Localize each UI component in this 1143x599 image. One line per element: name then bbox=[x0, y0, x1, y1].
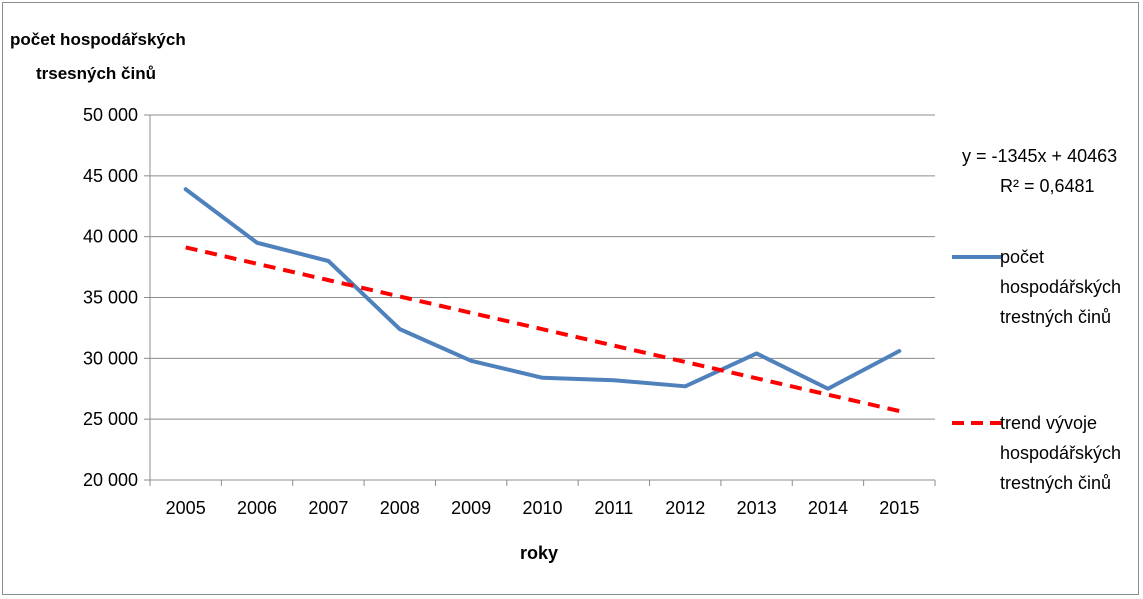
x-tick-label: 2013 bbox=[737, 498, 777, 518]
data-point-trend bbox=[184, 245, 188, 249]
legend-label-actual-line-3: trestných činů bbox=[1000, 307, 1112, 327]
data-point-trend bbox=[826, 393, 830, 397]
y-tick-label: 30 000 bbox=[83, 348, 138, 368]
data-point-trend bbox=[398, 294, 402, 298]
data-point-actual bbox=[184, 187, 188, 191]
x-tick-label: 2009 bbox=[451, 498, 491, 518]
data-point-trend bbox=[755, 376, 759, 380]
data-point-trend bbox=[612, 344, 616, 348]
data-point-actual bbox=[683, 384, 687, 388]
y-tick-label: 40 000 bbox=[83, 227, 138, 247]
data-point-actual bbox=[612, 378, 616, 382]
data-point-trend bbox=[326, 278, 330, 282]
series-line-trend bbox=[185, 245, 900, 413]
y-axis-title-line-2: trsesných činů bbox=[36, 64, 156, 83]
x-tick-label: 2007 bbox=[308, 498, 348, 518]
y-axis-title-line-1: počet hospodářských bbox=[10, 30, 186, 49]
y-tick-label: 50 000 bbox=[83, 105, 138, 125]
data-point-actual bbox=[255, 241, 259, 245]
x-tick-label: 2014 bbox=[808, 498, 848, 518]
legend-label-actual-line-1: počet bbox=[1000, 247, 1045, 267]
legend-label-actual: počet hospodářských trestných činů bbox=[1000, 242, 1121, 332]
x-tick-label: 2010 bbox=[522, 498, 562, 518]
x-tick-label: 2011 bbox=[595, 498, 634, 518]
data-point-actual bbox=[326, 259, 330, 263]
data-point-trend bbox=[897, 409, 901, 413]
x-tick-label: 2008 bbox=[380, 498, 420, 518]
y-tick-label: 45 000 bbox=[83, 166, 138, 186]
y-tick-label: 25 000 bbox=[83, 409, 138, 429]
data-point-actual bbox=[469, 359, 473, 363]
legend-label-actual-line-2: hospodářských bbox=[1000, 277, 1122, 297]
data-point-trend bbox=[255, 262, 259, 266]
data-point-trend bbox=[469, 311, 473, 315]
y-tick-label: 20 000 bbox=[83, 470, 138, 490]
legend-label-trend-line-3: trestných činů bbox=[1000, 473, 1112, 493]
data-point-actual bbox=[755, 351, 759, 355]
series-line-actual bbox=[183, 187, 902, 391]
legend-swatch-trend bbox=[952, 421, 1002, 425]
legend-label-trend-line-2: hospodářských bbox=[1000, 443, 1122, 463]
y-tick-label: 35 000 bbox=[83, 288, 138, 308]
data-point-actual bbox=[897, 349, 901, 353]
x-tick-label: 2005 bbox=[166, 498, 206, 518]
trend-equation: y = -1345x + 40463 bbox=[962, 146, 1118, 166]
r-squared-label: R² = 0,6481 bbox=[1000, 176, 1095, 196]
data-point-actual bbox=[826, 387, 830, 391]
data-point-actual bbox=[541, 376, 545, 380]
x-tick-label: 2006 bbox=[237, 498, 277, 518]
data-point-trend bbox=[541, 327, 545, 331]
x-tick-label: 2012 bbox=[665, 498, 705, 518]
legend-label-trend-line-1: trend vývoje bbox=[1000, 413, 1098, 433]
data-point-actual bbox=[398, 327, 402, 331]
legend-label-trend: trend vývoje hospodářských trestných čin… bbox=[1000, 408, 1121, 498]
legend-swatch-actual bbox=[952, 255, 1002, 259]
x-axis-title: roky bbox=[520, 543, 559, 563]
x-tick-label: 2015 bbox=[879, 498, 919, 518]
data-point-trend bbox=[683, 360, 687, 364]
